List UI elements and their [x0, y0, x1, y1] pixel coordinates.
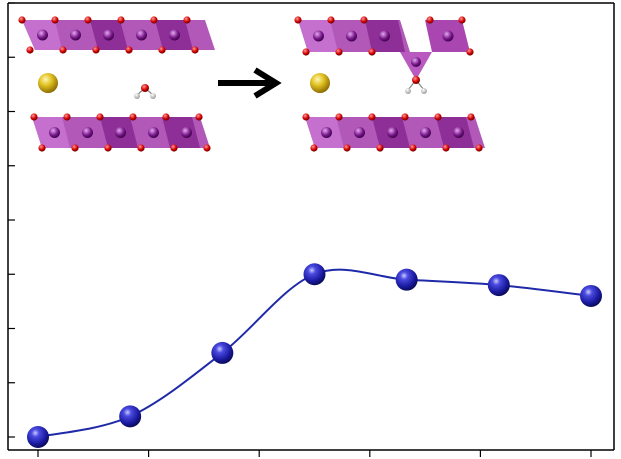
- right-structure: [294, 16, 485, 152]
- structure-inset: [18, 16, 485, 152]
- oxygen-atom: [183, 16, 191, 24]
- data-point: [487, 274, 510, 297]
- metal-atom: [82, 127, 93, 138]
- series-layer: [27, 263, 602, 448]
- cation-atom: [38, 73, 58, 93]
- series-markers: [27, 263, 602, 448]
- metal-atom: [148, 127, 159, 138]
- oxygen-atom: [59, 46, 67, 54]
- oxygen-atom: [191, 46, 199, 54]
- metal-atom: [346, 30, 357, 42]
- cation-atom-right: [310, 73, 330, 93]
- oxygen-atom: [302, 113, 310, 121]
- oxygen-atom: [376, 144, 384, 152]
- oxygen-atom: [117, 16, 125, 24]
- oxygen-atom: [150, 16, 158, 24]
- data-point: [119, 405, 142, 428]
- metal-atom: [387, 127, 398, 138]
- axes-frame: [7, 2, 615, 457]
- right-top-layer: [298, 20, 470, 80]
- oxygen-atom: [294, 16, 302, 24]
- metal-atom: [169, 29, 180, 41]
- oxygen-atom: [51, 16, 59, 24]
- oxygen-atom: [195, 113, 203, 121]
- oxygen-atom: [63, 113, 71, 121]
- oxygen-atom: [360, 16, 368, 24]
- hydroxyl-group: [405, 57, 427, 94]
- oxygen-atom: [162, 113, 170, 121]
- metal-atom: [453, 127, 464, 138]
- oxygen-atom: [467, 113, 475, 121]
- metal-atom: [420, 127, 431, 138]
- metal-atom: [115, 127, 126, 138]
- oxygen-atom: [104, 144, 112, 152]
- metal-atom: [49, 127, 60, 138]
- metal-atom: [37, 29, 48, 41]
- oxygen-atom: [335, 48, 343, 56]
- oxygen-atom: [96, 113, 104, 121]
- data-point: [211, 341, 234, 364]
- oxygen-atom: [203, 144, 211, 152]
- oxygen-atom: [92, 46, 100, 54]
- metal-atom: [442, 30, 454, 42]
- metal-atom: [321, 127, 332, 138]
- oxygen-atom: [327, 16, 335, 24]
- left-atoms: [18, 16, 211, 152]
- oxygen-atom: [26, 46, 34, 54]
- oxygen-atom: [466, 48, 474, 56]
- oxygen-atom: [458, 16, 466, 24]
- oxygen-atom: [409, 144, 417, 152]
- left-structure: [18, 16, 215, 152]
- metal-atom: [354, 127, 365, 138]
- oxygen-atom: [335, 113, 343, 121]
- oxygen-atom: [84, 16, 92, 24]
- oxygen-atom: [302, 48, 310, 56]
- oxygen-atom: [343, 144, 351, 152]
- metal-atom: [70, 29, 81, 41]
- oxygen-atom: [434, 113, 442, 121]
- oxygen-atom: [129, 113, 137, 121]
- oxygen-atom: [426, 16, 434, 24]
- oxygen-atom: [442, 144, 450, 152]
- metal-atom: [103, 29, 114, 41]
- oxygen-atom: [30, 113, 38, 121]
- oxygen-atom: [368, 113, 376, 121]
- data-point: [580, 284, 602, 307]
- oxygen-atom: [18, 16, 26, 24]
- x-ticks: [37, 450, 592, 457]
- data-point: [395, 268, 418, 291]
- metal-atom: [181, 127, 192, 138]
- y-ticks: [8, 2, 15, 438]
- oxygen-atom: [71, 144, 79, 152]
- data-point: [303, 263, 326, 286]
- left-top-layer: [22, 20, 215, 50]
- oxygen-atom: [475, 144, 483, 152]
- oxygen-atom: [368, 48, 376, 56]
- metal-atom: [136, 29, 147, 41]
- transformation-arrow: [218, 67, 282, 99]
- right-atoms: [294, 16, 483, 152]
- oxygen-atom: [125, 46, 133, 54]
- oxygen-atom: [170, 144, 178, 152]
- oxygen-atom: [310, 144, 318, 152]
- water-molecule: [134, 84, 156, 99]
- oxygen-atom: [137, 144, 145, 152]
- oxygen-atom: [158, 46, 166, 54]
- oxygen-atom: [38, 144, 46, 152]
- oxygen-atom: [401, 113, 409, 121]
- data-point: [27, 426, 49, 448]
- metal-atom: [313, 30, 324, 42]
- metal-atom: [379, 30, 390, 42]
